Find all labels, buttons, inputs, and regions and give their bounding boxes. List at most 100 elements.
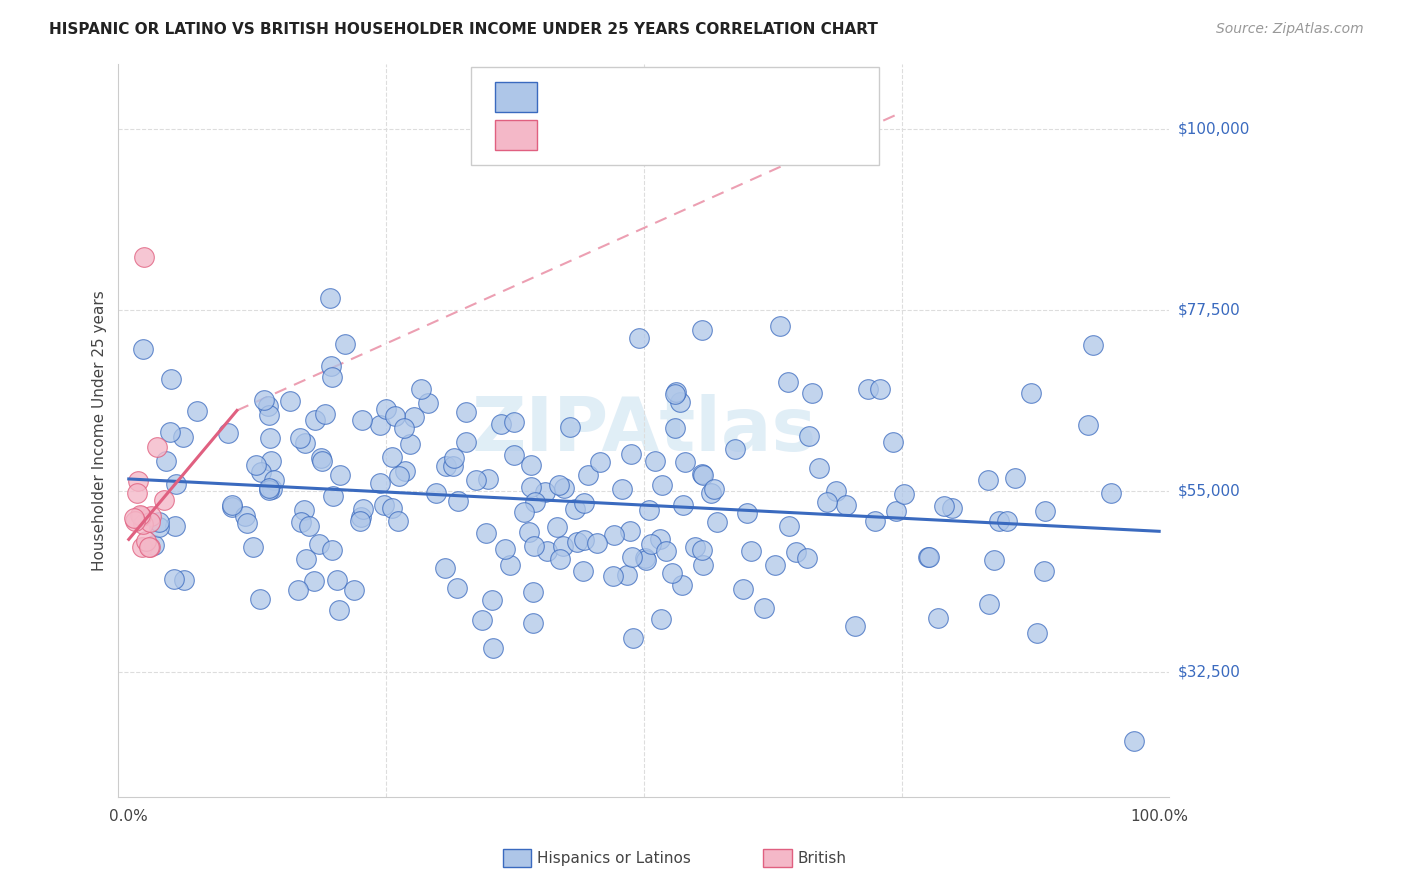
Point <box>446 494 468 508</box>
Point <box>835 498 858 512</box>
Point <box>477 472 499 486</box>
Point <box>292 503 315 517</box>
Point <box>308 537 330 551</box>
Point <box>1032 564 1054 578</box>
Point <box>633 550 655 565</box>
Point <box>621 550 644 565</box>
Point <box>217 425 239 440</box>
Point <box>844 619 866 633</box>
Point <box>796 550 818 565</box>
Point <box>621 631 644 645</box>
Point <box>143 538 166 552</box>
Text: R =  0.384   N =  16: R = 0.384 N = 16 <box>551 127 748 145</box>
Point <box>664 421 686 435</box>
Point <box>122 511 145 525</box>
Point <box>808 461 831 475</box>
Point <box>132 343 155 357</box>
Point <box>882 435 904 450</box>
Point <box>434 459 457 474</box>
Point <box>513 505 536 519</box>
Point <box>145 440 167 454</box>
Point <box>172 430 194 444</box>
Point <box>235 516 257 531</box>
Point <box>311 454 333 468</box>
Point <box>259 431 281 445</box>
Point <box>186 404 208 418</box>
Point <box>576 467 599 482</box>
Point <box>917 550 939 565</box>
Point <box>165 518 187 533</box>
Point <box>572 496 595 510</box>
Point <box>564 501 586 516</box>
Point <box>139 541 162 555</box>
Point <box>335 337 357 351</box>
Text: $32,500: $32,500 <box>1178 665 1240 680</box>
Point <box>260 454 283 468</box>
Point <box>387 514 409 528</box>
Point <box>655 544 678 558</box>
Point <box>1019 386 1042 401</box>
Point <box>441 458 464 473</box>
Point <box>523 539 546 553</box>
Point <box>443 450 465 465</box>
Point <box>278 393 301 408</box>
Point <box>690 467 713 481</box>
Point <box>1033 504 1056 518</box>
Point <box>409 382 432 396</box>
Point <box>152 493 174 508</box>
Point <box>471 613 494 627</box>
Point <box>242 541 264 555</box>
Point <box>1081 337 1104 351</box>
Point <box>797 429 820 443</box>
Point <box>287 582 309 597</box>
Point <box>637 503 659 517</box>
Point <box>304 574 326 589</box>
Point <box>321 542 343 557</box>
Point <box>249 465 271 479</box>
Point <box>572 564 595 578</box>
Point <box>328 603 350 617</box>
Point <box>650 612 672 626</box>
Point <box>392 421 415 435</box>
Text: R = -0.272   N = 196: R = -0.272 N = 196 <box>551 88 755 106</box>
Point <box>983 553 1005 567</box>
Point <box>162 572 184 586</box>
Point <box>927 611 949 625</box>
Point <box>572 533 595 547</box>
Point <box>634 553 657 567</box>
Point <box>124 514 146 528</box>
Point <box>690 323 713 337</box>
Point <box>672 498 695 512</box>
Point <box>159 425 181 439</box>
Point <box>160 372 183 386</box>
Point <box>586 536 609 550</box>
Point <box>221 500 243 514</box>
Text: British: British <box>797 851 846 865</box>
Point <box>502 415 524 429</box>
Point <box>1026 625 1049 640</box>
Point <box>499 558 522 573</box>
Point <box>433 561 456 575</box>
Text: $100,000: $100,000 <box>1178 121 1250 136</box>
Point <box>489 417 512 432</box>
Point <box>373 498 395 512</box>
Point <box>418 396 440 410</box>
Point <box>260 482 283 496</box>
Y-axis label: Householder Income Under 25 years: Householder Income Under 25 years <box>93 290 107 571</box>
Point <box>977 473 1000 487</box>
Point <box>350 413 373 427</box>
Point <box>735 506 758 520</box>
Point <box>257 482 280 496</box>
Text: $77,500: $77,500 <box>1178 302 1240 318</box>
Point <box>917 550 939 565</box>
Point <box>603 528 626 542</box>
Point <box>399 437 422 451</box>
Point <box>319 291 342 305</box>
Point <box>343 583 366 598</box>
Point <box>294 436 316 450</box>
Point <box>132 516 155 531</box>
Point <box>619 447 641 461</box>
Point <box>683 540 706 554</box>
Point <box>558 419 581 434</box>
Point <box>311 450 333 465</box>
